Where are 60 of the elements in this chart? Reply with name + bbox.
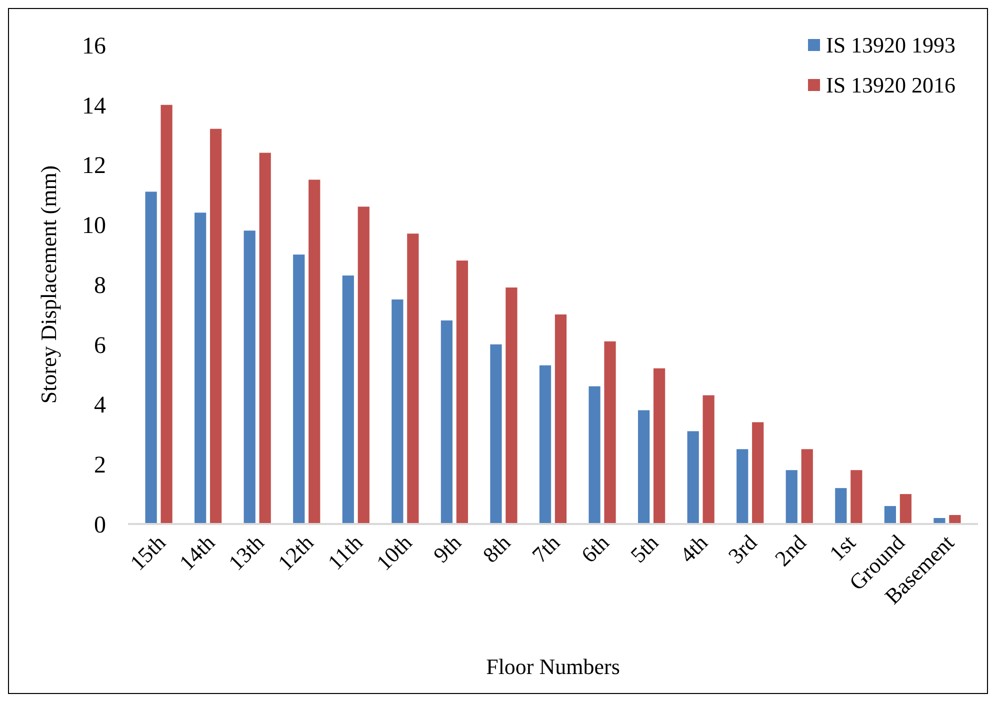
x-tick-label: 12th (272, 530, 318, 576)
bar (407, 234, 419, 524)
bar (490, 344, 502, 524)
y-tick-label: 2 (94, 452, 106, 479)
legend-label: IS 13920 2016 (826, 72, 956, 98)
y-tick-label: 4 (94, 392, 106, 419)
bar (604, 341, 616, 524)
y-tick-label: 16 (82, 33, 106, 60)
x-tick-label: 13th (224, 530, 269, 576)
bar (687, 431, 699, 524)
bar (160, 104, 172, 524)
bar (308, 180, 320, 524)
bar (358, 206, 370, 524)
x-tick-label: 6th (576, 530, 614, 568)
x-axis-title: Floor Numbers (486, 654, 620, 679)
bar (736, 449, 748, 524)
bar (752, 422, 764, 524)
bar (949, 515, 961, 524)
bar (244, 230, 256, 524)
y-tick-label: 10 (82, 213, 106, 240)
x-tick-label: 15th (124, 530, 170, 576)
x-tick-label: 8th (478, 530, 516, 568)
bar (293, 254, 305, 524)
bar (506, 287, 518, 524)
x-tick-label: 9th (428, 530, 466, 568)
bar (210, 128, 222, 524)
x-tick-label: 14th (174, 530, 220, 576)
y-tick-label: 6 (94, 332, 106, 359)
y-tick-label: 12 (82, 153, 106, 180)
x-tick-label: 4th (674, 530, 712, 568)
bar (440, 320, 453, 524)
bar (145, 192, 157, 524)
y-tick-label: 8 (94, 272, 106, 299)
bar (653, 368, 666, 524)
x-tick-label: 10th (371, 530, 417, 576)
y-tick-label: 14 (82, 93, 106, 120)
bar (456, 260, 468, 524)
bar (801, 449, 813, 524)
y-tick-label: 0 (94, 512, 106, 538)
x-tick-label: 3rd (723, 530, 762, 568)
bar (259, 152, 271, 524)
bar (342, 276, 354, 524)
x-tick-label: 11th (322, 530, 368, 575)
bar (539, 365, 552, 524)
bar (588, 386, 600, 524)
x-tick-label: 5th (626, 530, 664, 568)
bar (884, 506, 896, 524)
bar (850, 470, 862, 524)
bar (835, 488, 847, 524)
x-tick-label: 7th (526, 530, 565, 568)
bar (702, 395, 714, 524)
bar (638, 410, 650, 524)
legend-label: IS 13920 1993 (826, 32, 956, 58)
y-axis-title: Storey Displacement (mm) (36, 165, 61, 404)
bar (392, 299, 404, 524)
bar (554, 314, 567, 524)
bar (786, 470, 798, 524)
x-tick-label: 2nd (770, 530, 811, 571)
bar (194, 212, 206, 524)
bar (900, 494, 912, 524)
